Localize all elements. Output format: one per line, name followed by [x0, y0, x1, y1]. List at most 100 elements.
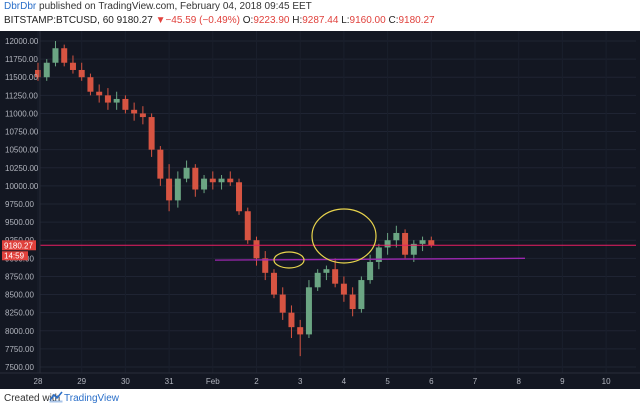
price-tick-label: 11750.00: [5, 55, 38, 64]
candle-body: [288, 312, 295, 328]
candle-body: [192, 167, 199, 190]
price-tick-label: 9500.00: [5, 218, 34, 227]
candle-body: [419, 240, 426, 244]
ellipse-annotation-large: [311, 208, 377, 264]
candle-body: [297, 327, 304, 335]
close-label: C:: [388, 15, 399, 26]
symbol-info: BITSTAMP:BTCUSD, 60 9180.27 ▼−45.59 (−0.…: [4, 15, 435, 27]
chart-pane[interactable]: 12000.00 11750.00 11500.00 11250.00 11000.00…: [0, 31, 640, 389]
symbol-label: BITSTAMP:BTCUSD, 60: [4, 15, 114, 26]
candle-body: [332, 269, 339, 284]
price-tick-label: 10250.00: [5, 164, 39, 173]
candle-body: [305, 287, 312, 335]
price-tick-label: 8000.00: [5, 327, 34, 336]
candle-body: [201, 178, 208, 190]
footer-bar: Created with TradingView: [0, 389, 640, 407]
price-chart[interactable]: 12000.00 11750.00 11500.00 11250.00 11000.00…: [0, 31, 640, 389]
candle-body: [244, 211, 251, 241]
high-label: H:: [292, 15, 303, 26]
close-value: 9180.27: [398, 15, 435, 26]
candle-body: [358, 280, 365, 310]
candle-body: [375, 247, 382, 262]
grid: [37, 31, 636, 373]
price-tick-label: 7750.00: [5, 345, 34, 354]
candle-body: [87, 77, 94, 92]
candle-body: [402, 232, 409, 255]
countdown-tag-bg: [2, 251, 28, 261]
last-price-tag-bg: [2, 240, 36, 251]
candle-body: [340, 283, 347, 295]
last-price-tag: 9180.27: [4, 241, 33, 250]
candle-body: [174, 178, 181, 201]
price-tick-label: 11250.00: [5, 91, 38, 100]
candles: [35, 41, 435, 357]
tradingview-logo-icon[interactable]: [49, 391, 63, 403]
candle-body: [314, 272, 321, 288]
candle-body: [148, 117, 155, 150]
last-price: 9180.27: [116, 15, 153, 26]
candle-body: [227, 178, 234, 183]
time-tick-label: 29: [77, 377, 86, 386]
candle-body: [157, 149, 164, 179]
created-with-text: Created with: [4, 393, 61, 404]
candle-body: [428, 240, 435, 246]
candle-body: [183, 167, 190, 179]
candle-body: [69, 62, 76, 70]
candle-body: [349, 294, 356, 310]
time-tick-label: 9: [560, 377, 565, 386]
candle-body: [367, 261, 374, 281]
candle-body: [323, 269, 330, 273]
tradingview-brand[interactable]: TradingView: [64, 393, 120, 404]
candle-body: [96, 91, 103, 96]
candle-body: [35, 69, 41, 78]
candle-body: [122, 98, 129, 110]
time-tick-label: 31: [165, 377, 174, 386]
price-change: −45.59 (−0.49%): [165, 15, 240, 26]
time-tick-label: 8: [516, 377, 521, 386]
price-tick-label: 10000.00: [5, 182, 39, 191]
low-value: 9160.00: [349, 15, 386, 26]
time-tick-label: 5: [385, 377, 390, 386]
candle-body: [410, 243, 417, 255]
candle-body: [270, 272, 277, 295]
publish-text: published on TradingView.com, February 0…: [36, 1, 312, 12]
candle-body: [104, 95, 111, 103]
axes: 12000.00 11750.00 11500.00 11250.00 11000.00…: [0, 31, 640, 386]
drawings: [40, 208, 636, 269]
candle-body: [253, 240, 260, 259]
price-tick-label: 11500.00: [5, 73, 38, 82]
time-tick-label: 10: [602, 377, 611, 386]
price-tick-label: 9750.00: [5, 200, 34, 209]
candle-body: [131, 109, 138, 114]
time-tick-label: Feb: [206, 377, 220, 386]
chart-header: DbrDbr published on TradingView.com, Feb…: [0, 0, 640, 36]
candle-body: [78, 69, 85, 78]
candle-body: [218, 178, 225, 183]
countdown-tag: 14:59: [4, 251, 25, 260]
time-tick-label: 30: [121, 377, 130, 386]
price-tick-label: 10500.00: [5, 146, 39, 155]
price-tick-label: 8250.00: [5, 309, 34, 318]
candle-body: [166, 178, 173, 201]
open-label: O:: [242, 15, 254, 26]
candle-body: [113, 98, 120, 103]
candle-body: [279, 294, 286, 313]
time-tick-label: 6: [429, 377, 434, 386]
open-value: 9223.90: [253, 15, 290, 26]
candle-body: [209, 178, 216, 183]
price-tick-label: 10750.00: [5, 128, 39, 137]
candle-body: [43, 62, 50, 78]
time-tick-label: 4: [342, 377, 347, 386]
candle-body: [61, 48, 68, 63]
time-tick-label: 7: [473, 377, 478, 386]
support-line: [214, 257, 526, 261]
ellipse-annotation-small: [273, 251, 305, 269]
change-down-icon: ▼: [155, 15, 166, 26]
candle-body: [52, 48, 59, 63]
candle-body: [384, 240, 391, 248]
low-label: L:: [341, 15, 350, 26]
time-tick-label: 28: [34, 377, 43, 386]
candle-body: [139, 113, 146, 118]
author-link[interactable]: DbrDbr: [4, 1, 37, 12]
price-tick-label: 7500.00: [5, 363, 34, 372]
